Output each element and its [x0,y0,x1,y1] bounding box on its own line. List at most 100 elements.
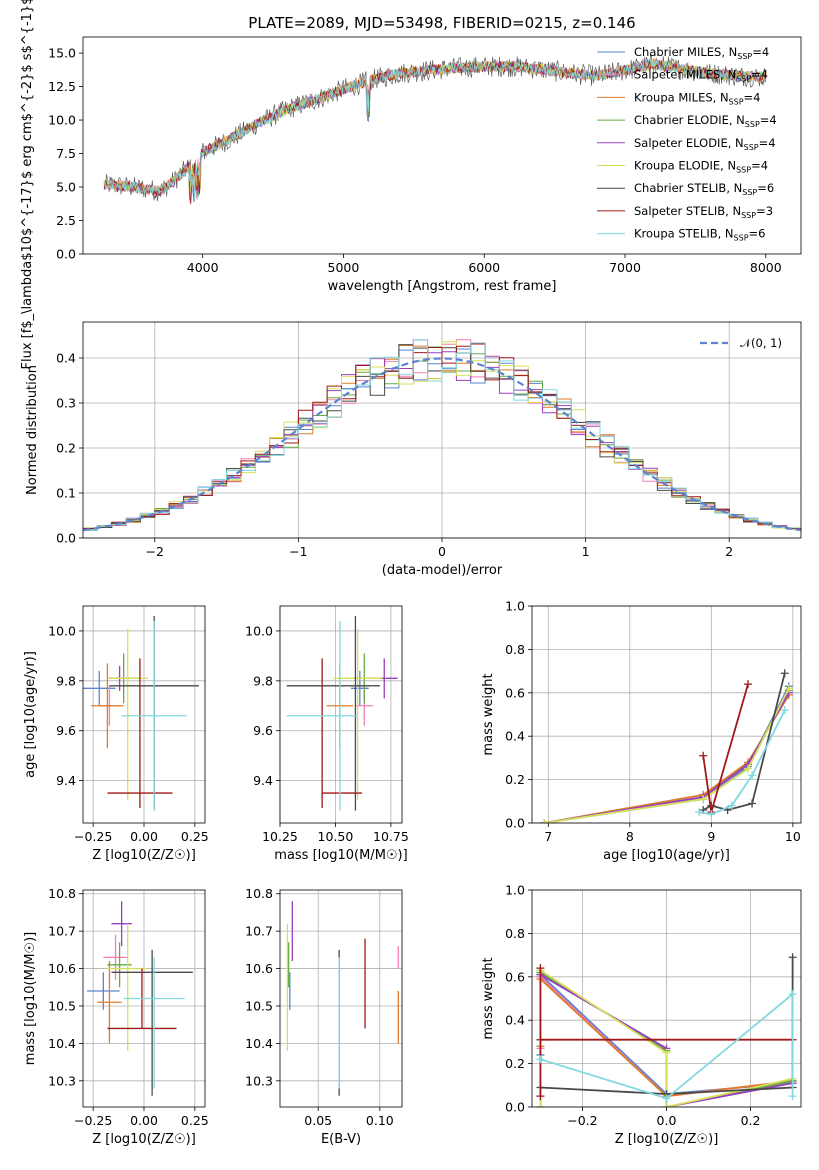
weight-marker [699,751,708,760]
x-tick-label: 1 [582,544,590,559]
grid [280,890,402,1107]
y-tick-label: 1.0 [505,883,525,898]
y-tick-label: 9.4 [253,773,273,788]
axes-spectrum: 0.0 2.5 5.0 7.5 10.0 12.5 15.0 4000 5000 6000 7000… [20,0,802,369]
weight-line-7 [539,968,793,1097]
figure-title: PLATE=2089, MJD=53498, FIBERID=0215, z=0… [248,14,635,32]
x-tick-label: 2 [725,544,733,559]
axes-age-vs-mass: 9.4 9.6 9.8 10.0 10.25 10.50 10.75 mass [log10(… [245,605,409,863]
y-tick-label: 2.5 [56,213,76,228]
legend-entry: Kroupa STELIB, NSSP=6 [634,227,765,243]
x-axis-label: age [log10(age/yr)] [603,848,730,863]
x-tick-label: 0.00 [130,829,158,844]
axes-frame [531,605,802,824]
legend-entry: Salpeter MILES, NSSP=4 [634,68,768,84]
normal-curve [83,357,801,532]
weight-marker [540,819,549,823]
y-tick-label: 0.8 [505,642,525,657]
plot-area [83,339,801,532]
legend-entry: Salpeter STELIB, NSSP=3 [634,204,773,220]
x-tick-label: 4000 [187,260,219,275]
plot-area [83,615,199,811]
x-axis-label: wavelength [Angstrom, rest frame] [328,279,557,294]
x-tick-label: −0.25 [74,829,112,844]
y-tick-label: 10.4 [245,1036,273,1051]
y-axis-label: age [log10(age/yr)] [23,651,38,778]
axes-age-vs-Z: 9.4 9.6 9.8 10.0 −0.25 0.00 0.25 Z [log10(Z/Z☉)… [23,605,209,863]
y-tick-label: 0.0 [505,1100,525,1115]
grid [83,606,205,823]
histogram-8 [83,339,801,531]
legend-entry: Chabrier ELODIE, NSSP=4 [634,113,777,129]
y-tick-label: 10.0 [48,113,76,128]
x-tick-label: 7000 [609,260,641,275]
weight-marker [788,990,797,999]
y-tick-label: 0.2 [56,441,76,456]
weight-marker [536,1092,545,1101]
legend-entry: Chabrier MILES, NSSP=4 [634,45,769,61]
x-tick-label: 6000 [468,260,500,275]
weight-marker [699,795,708,804]
plot-area [103,53,766,205]
y-tick-label: 9.8 [56,673,76,688]
x-axis-label: mass [log10(M/M☉)] [274,848,407,863]
y-tick-label: 10.5 [245,998,273,1013]
x-tick-label: 0 [438,544,446,559]
y-tick-label: 0.0 [56,247,76,262]
y-tick-label: 9.8 [253,673,273,688]
y-tick-label: 0.0 [505,816,525,831]
x-tick-label: 9 [707,829,715,844]
x-tick-label: 10.75 [373,829,409,844]
y-tick-label: 10.0 [245,623,273,638]
axes-frame [82,36,802,255]
weight-marker [536,1103,545,1107]
y-tick-label: 0.4 [56,351,76,366]
x-axis-label: Z [log10(Z/Z☉)] [615,1132,719,1147]
y-tick-label: 9.6 [253,723,273,738]
y-tick-label: 12.5 [48,79,76,94]
x-tick-label: 0.10 [366,1113,394,1128]
y-tick-label: 15.0 [48,46,76,61]
x-tick-label: −2 [146,544,164,559]
y-tick-label: 5.0 [56,180,76,195]
x-tick-label: 8000 [750,260,782,275]
axes-mass-vs-ebv: 10.3 10.4 10.5 10.6 10.7 10.8 0.05 0.10 E(B-V) [245,886,403,1147]
axes-frame [279,605,403,824]
weight-marker [727,801,736,810]
axes-residuals: 0.0 0.1 0.2 0.3 0.4 −2 −1 0 1 2 (data-model)/error… [25,321,802,578]
weight-line-5 [544,688,790,823]
grid [83,890,205,1107]
x-axis-label: Z [log10(Z/Z☉)] [92,848,196,863]
axes-frame [82,321,802,539]
weight-line-8 [540,992,794,1100]
axes-frame [82,605,206,824]
axes-frame [82,889,206,1108]
x-axis-label: (data-model)/error [382,563,503,578]
weight-marker [536,1055,545,1064]
y-tick-label: 7.5 [56,146,76,161]
x-tick-label: −0.2 [567,1113,597,1128]
axes-frame [531,889,802,1108]
y-tick-label: 10.0 [48,623,76,638]
y-axis-label: mass weight [481,957,496,1039]
y-tick-label: 0.6 [505,685,525,700]
x-tick-label: 5000 [328,260,360,275]
x-tick-label: 10.50 [318,829,354,844]
weight-marker [780,669,789,678]
histogram-7 [83,343,801,529]
weight-marker [784,684,793,693]
y-tick-label: 0.4 [505,729,525,744]
y-axis-label: Flux [f$_\lambda$10$^{-17}$ erg cm$^{-2}… [20,0,35,369]
y-tick-label: 10.8 [48,886,76,901]
x-tick-label: 0.0 [657,1113,677,1128]
grid [279,606,402,823]
y-tick-label: 0.4 [505,1013,525,1028]
y-tick-label: 10.3 [245,1073,273,1088]
weight-marker [744,764,753,773]
y-tick-label: 1.0 [505,599,525,614]
x-tick-label: 0.05 [304,1113,332,1128]
legend-entry: Salpeter ELODIE, NSSP=4 [634,136,776,152]
weight-marker [662,1048,671,1057]
y-tick-label: 0.0 [56,531,76,546]
